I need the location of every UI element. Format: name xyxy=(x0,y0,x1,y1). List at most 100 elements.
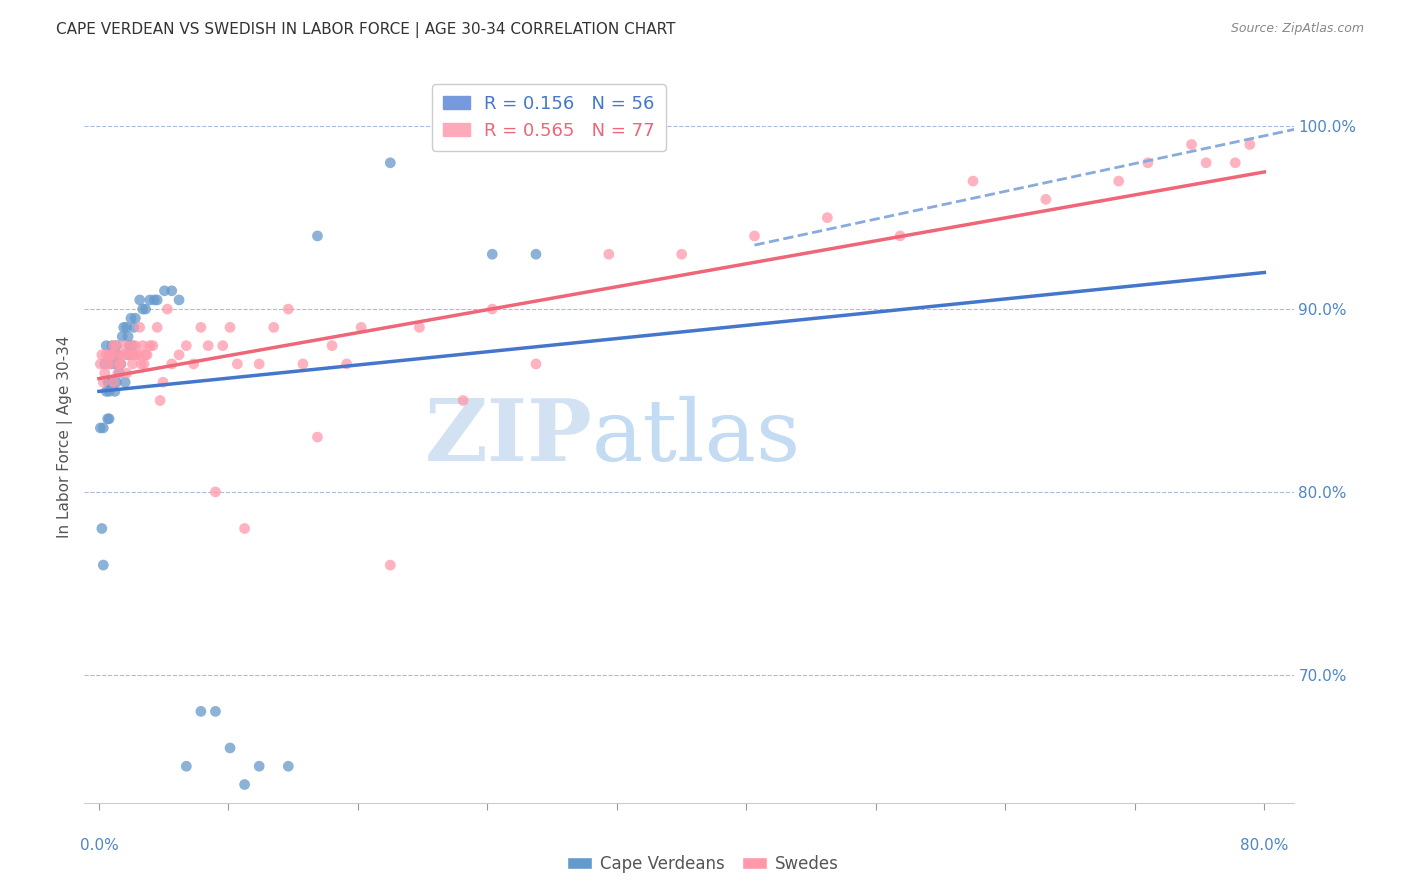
Point xyxy=(111,329,134,343)
Point xyxy=(121,357,143,371)
Point xyxy=(1136,155,1159,169)
Point xyxy=(128,293,150,307)
Point xyxy=(94,366,117,380)
Point xyxy=(524,247,547,261)
Point xyxy=(98,384,121,399)
Point xyxy=(1035,192,1057,206)
Point xyxy=(219,740,242,755)
Point xyxy=(350,320,373,334)
Point xyxy=(336,357,359,371)
Point xyxy=(91,421,114,435)
Point xyxy=(219,320,242,334)
Point xyxy=(100,348,122,362)
Point xyxy=(114,375,136,389)
Point xyxy=(122,348,145,362)
Text: 80.0%: 80.0% xyxy=(1240,838,1288,853)
Point xyxy=(132,357,155,371)
Point xyxy=(204,704,226,718)
Point xyxy=(671,247,693,261)
Point xyxy=(481,301,503,316)
Point xyxy=(127,348,149,362)
Point xyxy=(962,174,984,188)
Point xyxy=(112,320,135,334)
Point xyxy=(277,301,299,316)
Text: 0.0%: 0.0% xyxy=(80,838,118,853)
Point xyxy=(190,320,212,334)
Point xyxy=(146,320,169,334)
Point xyxy=(815,211,838,225)
Point xyxy=(1239,137,1261,152)
Point xyxy=(176,759,198,773)
Point xyxy=(117,348,139,362)
Point xyxy=(111,348,134,362)
Point xyxy=(96,338,118,352)
Point xyxy=(108,366,131,380)
Point xyxy=(125,348,148,362)
Point xyxy=(121,338,143,352)
Point xyxy=(90,348,112,362)
Point xyxy=(524,357,547,371)
Y-axis label: In Labor Force | Age 30-34: In Labor Force | Age 30-34 xyxy=(58,335,73,539)
Point xyxy=(1225,155,1247,169)
Point xyxy=(598,247,620,261)
Point xyxy=(153,284,176,298)
Point xyxy=(277,759,299,773)
Point xyxy=(451,393,474,408)
Point xyxy=(197,338,219,352)
Point xyxy=(131,338,153,352)
Point xyxy=(120,338,142,352)
Point xyxy=(104,357,127,371)
Point xyxy=(143,293,166,307)
Text: atlas: atlas xyxy=(592,395,801,479)
Point xyxy=(135,301,157,316)
Point xyxy=(96,348,118,362)
Point xyxy=(167,293,190,307)
Point xyxy=(1195,155,1218,169)
Point xyxy=(114,338,136,352)
Point xyxy=(233,777,256,791)
Point xyxy=(110,357,132,371)
Point xyxy=(101,338,124,352)
Text: CAPE VERDEAN VS SWEDISH IN LABOR FORCE | AGE 30-34 CORRELATION CHART: CAPE VERDEAN VS SWEDISH IN LABOR FORCE |… xyxy=(56,22,676,38)
Point xyxy=(136,348,159,362)
Point xyxy=(160,357,183,371)
Point xyxy=(120,311,142,326)
Point xyxy=(1180,137,1202,152)
Point xyxy=(160,284,183,298)
Point xyxy=(101,375,124,389)
Point xyxy=(100,357,122,371)
Point xyxy=(131,301,153,316)
Point xyxy=(103,348,125,362)
Point xyxy=(107,366,129,380)
Point xyxy=(89,421,111,435)
Point xyxy=(108,357,131,371)
Point xyxy=(118,338,141,352)
Legend: R = 0.156   N = 56, R = 0.565   N = 77: R = 0.156 N = 56, R = 0.565 N = 77 xyxy=(432,84,666,151)
Point xyxy=(115,366,138,380)
Point xyxy=(103,375,125,389)
Point xyxy=(97,357,120,371)
Point xyxy=(481,247,503,261)
Point xyxy=(91,558,114,573)
Point xyxy=(96,384,118,399)
Point xyxy=(104,348,127,362)
Point xyxy=(129,357,152,371)
Point xyxy=(135,348,157,362)
Legend: Cape Verdeans, Swedes: Cape Verdeans, Swedes xyxy=(561,848,845,880)
Point xyxy=(101,348,124,362)
Point xyxy=(122,320,145,334)
Point xyxy=(307,430,329,444)
Point xyxy=(247,357,270,371)
Point xyxy=(380,558,402,573)
Point xyxy=(176,338,198,352)
Point xyxy=(291,357,314,371)
Point xyxy=(112,348,135,362)
Point xyxy=(90,521,112,535)
Point xyxy=(124,338,146,352)
Point xyxy=(128,320,150,334)
Point xyxy=(183,357,205,371)
Point xyxy=(139,338,162,352)
Point xyxy=(247,759,270,773)
Point xyxy=(149,393,172,408)
Point xyxy=(105,375,128,389)
